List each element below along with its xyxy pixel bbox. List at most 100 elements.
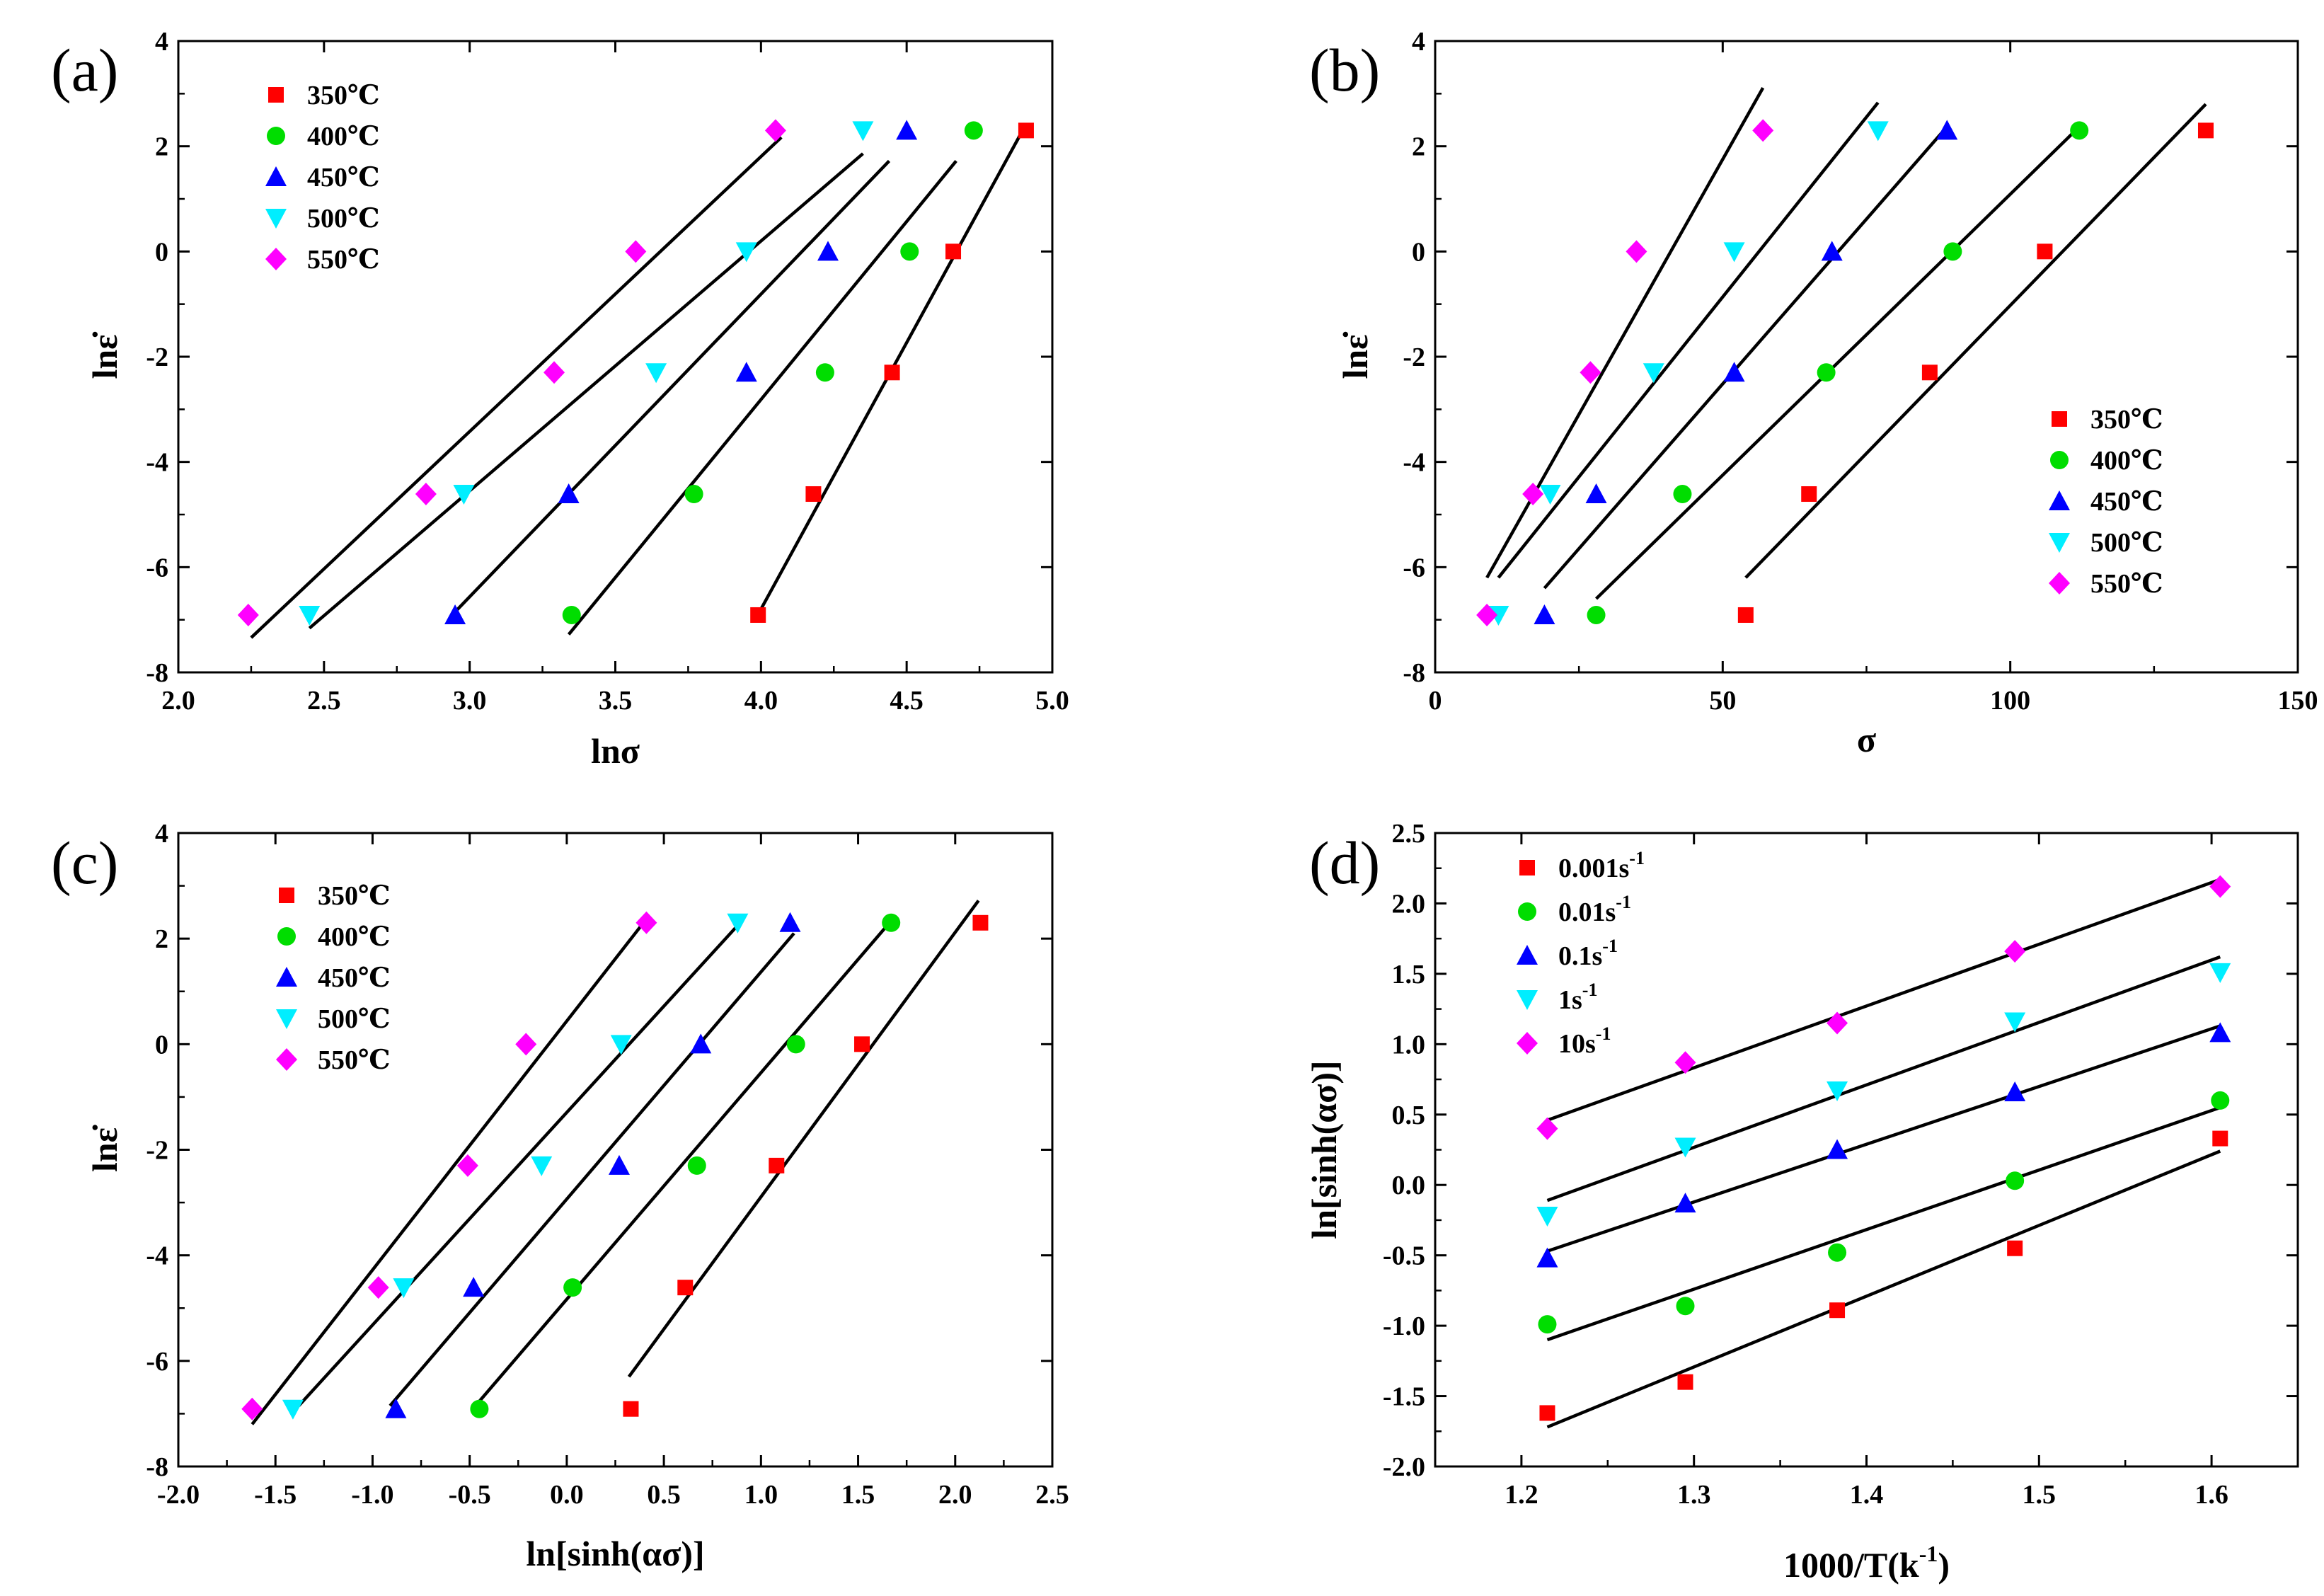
panel-label: (c) xyxy=(51,829,118,897)
data-point xyxy=(1018,122,1034,139)
y-tick-label: -1.5 xyxy=(1383,1382,1425,1412)
legend-label: 350℃ xyxy=(2090,405,2163,435)
data-point xyxy=(623,1401,639,1417)
data-point xyxy=(964,121,983,140)
data-point xyxy=(1539,1405,1555,1421)
data-point xyxy=(805,486,822,503)
y-tick-label: -0.5 xyxy=(1383,1241,1425,1271)
fit-line xyxy=(389,932,795,1407)
y-tick-label: 4 xyxy=(155,27,168,57)
y-tick-label: -6 xyxy=(1403,553,1425,582)
x-tick-label: 4.0 xyxy=(744,686,778,716)
legend: 0.001s-1 0.01s-1 0.1s-1 1s-1 10s-1 xyxy=(1517,848,1645,1059)
data-point xyxy=(764,119,786,142)
fit-line xyxy=(1497,101,1880,579)
data-point xyxy=(1752,119,1774,142)
legend-label: 350℃ xyxy=(318,881,391,911)
data-point xyxy=(727,913,749,934)
data-point xyxy=(2004,940,2026,963)
data-point xyxy=(415,483,437,506)
x-tick-label: 3.0 xyxy=(453,686,487,716)
data-point xyxy=(299,605,321,626)
data-point xyxy=(815,363,834,382)
data-point xyxy=(543,361,565,384)
fit-line xyxy=(308,152,864,630)
legend-marker xyxy=(1517,990,1538,1010)
series-5 xyxy=(1536,875,2231,1140)
legend-label: 0.1s-1 xyxy=(1558,936,1618,971)
fit-line xyxy=(474,924,889,1407)
x-axis-label-tail: ) xyxy=(1938,1545,1950,1585)
data-point xyxy=(817,241,839,261)
x-axis-label-superscript: -1 xyxy=(1919,1541,1938,1566)
y-tick-label: -8 xyxy=(146,1452,168,1482)
data-point xyxy=(2007,1240,2023,1256)
x-tick-label: 1.5 xyxy=(841,1480,875,1510)
chart-panel-b: 0 50 100 150 -8 -6 -4 -2 0 2 4 (b) σ lnε̇ 350℃ 400℃ 450℃… xyxy=(1309,27,2318,759)
legend-marker xyxy=(265,209,287,229)
x-tick-label: 5.0 xyxy=(1035,686,1069,716)
data-point xyxy=(2004,1012,2026,1033)
y-tick-label: -2.0 xyxy=(1383,1452,1425,1482)
data-point xyxy=(558,483,580,504)
y-tick-label: -4 xyxy=(1403,448,1425,478)
legend-marker xyxy=(276,1009,297,1029)
data-point xyxy=(1936,120,1958,140)
fit-line xyxy=(251,925,642,1425)
data-point xyxy=(1536,1117,1558,1140)
x-tick-label: -0.5 xyxy=(449,1480,491,1510)
data-point xyxy=(900,242,919,261)
data-point xyxy=(1674,1193,1696,1213)
fit-line xyxy=(1594,125,2081,600)
data-point xyxy=(896,120,918,140)
y-tick-label: 2.0 xyxy=(1392,889,1426,919)
x-tick-label: 1.4 xyxy=(1850,1480,1884,1510)
series-3 xyxy=(444,120,918,624)
data-point xyxy=(684,485,703,504)
data-point xyxy=(1723,362,1745,382)
data-point xyxy=(1534,604,1555,624)
fit-line xyxy=(1744,103,2207,579)
x-tick-label: 3.5 xyxy=(599,686,633,716)
data-point xyxy=(563,1278,582,1297)
legend-marker xyxy=(2050,451,2069,469)
data-point xyxy=(735,242,757,263)
x-tick-label: 4.5 xyxy=(890,686,924,716)
legend-marker xyxy=(267,127,285,145)
data-point xyxy=(1921,364,1938,381)
chart-panel-c: -2.0 -1.5 -1.0 -0.5 0.0 0.5 1.0 1.5 2.0 2.5 -8 -6 -4… xyxy=(51,819,1069,1573)
y-axis-label: lnε̇ xyxy=(85,331,125,379)
data-point xyxy=(1801,486,1817,503)
y-tick-label: -2 xyxy=(146,343,168,372)
fit-line xyxy=(1485,87,1765,579)
data-point xyxy=(1677,1374,1693,1390)
data-point xyxy=(456,1154,478,1177)
legend-marker xyxy=(268,87,284,103)
y-tick-label: 2.5 xyxy=(1392,819,1426,849)
x-axis-label: σ xyxy=(1857,720,1876,759)
data-point xyxy=(1536,1206,1558,1227)
legend-label: 400℃ xyxy=(2090,446,2163,476)
chart-panel-d: 1.2 1.3 1.4 1.5 1.6 -2.0 -1.5 -1.0 -0.5 0.0 0.5 1.0… xyxy=(1304,819,2299,1585)
data-point xyxy=(608,1154,630,1175)
y-tick-label: 0 xyxy=(155,1030,168,1060)
y-tick-label: 2 xyxy=(155,132,168,162)
legend-marker xyxy=(1517,945,1538,965)
x-tick-label: 2.0 xyxy=(938,1480,972,1510)
x-tick-label: 1.2 xyxy=(1505,1480,1538,1510)
data-point xyxy=(1673,485,1692,504)
fit-line xyxy=(1546,955,2221,1202)
legend: 350℃ 400℃ 450℃ 500℃ 550℃ xyxy=(265,81,380,275)
fit-line xyxy=(1546,878,2221,1122)
data-point xyxy=(1626,240,1647,263)
data-point xyxy=(1585,483,1607,504)
x-tick-label: 2.5 xyxy=(1035,1480,1069,1510)
data-point xyxy=(2197,122,2214,139)
x-tick-label: -2.0 xyxy=(157,1480,200,1510)
y-tick-label: -8 xyxy=(1403,658,1425,688)
data-point xyxy=(1737,607,1754,623)
series-3 xyxy=(385,912,801,1418)
series-2 xyxy=(562,121,983,636)
x-axis-label: lnσ xyxy=(591,731,640,771)
x-tick-label: 50 xyxy=(1709,686,1736,716)
